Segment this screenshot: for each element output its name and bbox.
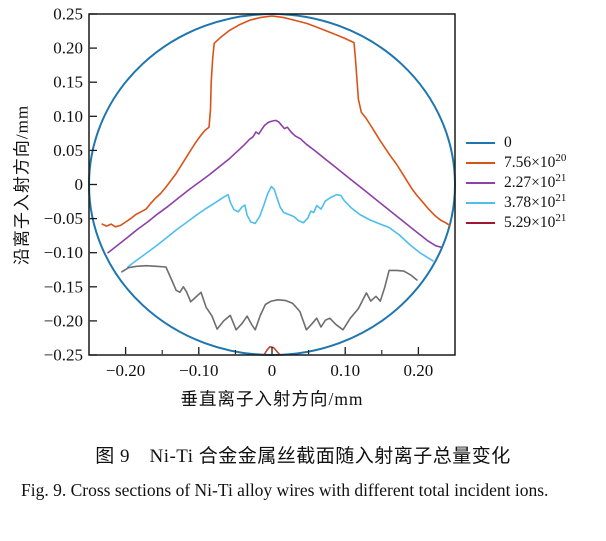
y-tick-label: 0.15 — [53, 73, 83, 92]
series-line — [101, 15, 451, 228]
legend: 0 7.56×1020 2.27×1021 3.78×1021 5.29×102… — [466, 133, 566, 233]
y-tick-label: 0 — [75, 175, 84, 194]
y-tick-label: −0.05 — [44, 209, 83, 228]
series-circle — [88, 13, 456, 356]
legend-entry: 0 — [466, 133, 566, 153]
y-tick-label: −0.15 — [44, 277, 83, 296]
y-tick-label: −0.20 — [44, 311, 83, 330]
legend-swatch — [466, 202, 495, 204]
x-tick-label: 0.20 — [404, 361, 434, 380]
legend-swatch — [466, 142, 495, 144]
axis-frame — [88, 13, 456, 356]
y-tick-label: −0.10 — [44, 243, 83, 262]
y-tick-label: −0.25 — [44, 346, 83, 365]
legend-entry: 3.78×1021 — [466, 193, 566, 213]
cross-section-plot: 0.25 0.20 0.15 0.10 0.05 0 −0.05 −0.10 −0.15 −0.2… — [44, 5, 456, 380]
y-tick-label: 0.20 — [53, 39, 83, 58]
x-tick-label: 0 — [268, 361, 277, 380]
series-line — [107, 119, 442, 254]
series-line — [121, 264, 418, 331]
series-line — [127, 185, 434, 268]
x-axis-label: 垂直离子入射方向/mm — [180, 389, 364, 409]
legend-label: 0 — [504, 134, 512, 152]
y-tick-label: 0.25 — [53, 5, 83, 24]
y-tick-label: 0.05 — [53, 141, 83, 160]
x-tick-label: −0.20 — [106, 361, 145, 380]
x-tick-label: −0.10 — [179, 361, 218, 380]
legend-swatch — [466, 182, 495, 184]
y-tick-label: 0.10 — [53, 107, 83, 126]
legend-label: 5.29×1021 — [504, 212, 567, 232]
legend-label: 7.56×1020 — [504, 152, 567, 172]
caption-english: Fig. 9. Cross sections of Ni-Ti alloy wi… — [21, 480, 549, 500]
legend-entry: 7.56×1020 — [466, 153, 566, 173]
legend-entry: 5.29×1021 — [466, 213, 566, 233]
legend-swatch — [466, 222, 495, 224]
caption-chinese: 图 9 Ni-Ti 合金金属丝截面随入射离子总量变化 — [95, 446, 511, 467]
y-axis-label: 沿离子入射方向/mm — [12, 104, 32, 266]
legend-label: 2.27×1021 — [504, 172, 567, 192]
x-tick-label: 0.10 — [330, 361, 360, 380]
legend-entry: 2.27×1021 — [466, 173, 566, 193]
legend-swatch — [466, 162, 495, 164]
legend-label: 3.78×1021 — [504, 192, 567, 212]
